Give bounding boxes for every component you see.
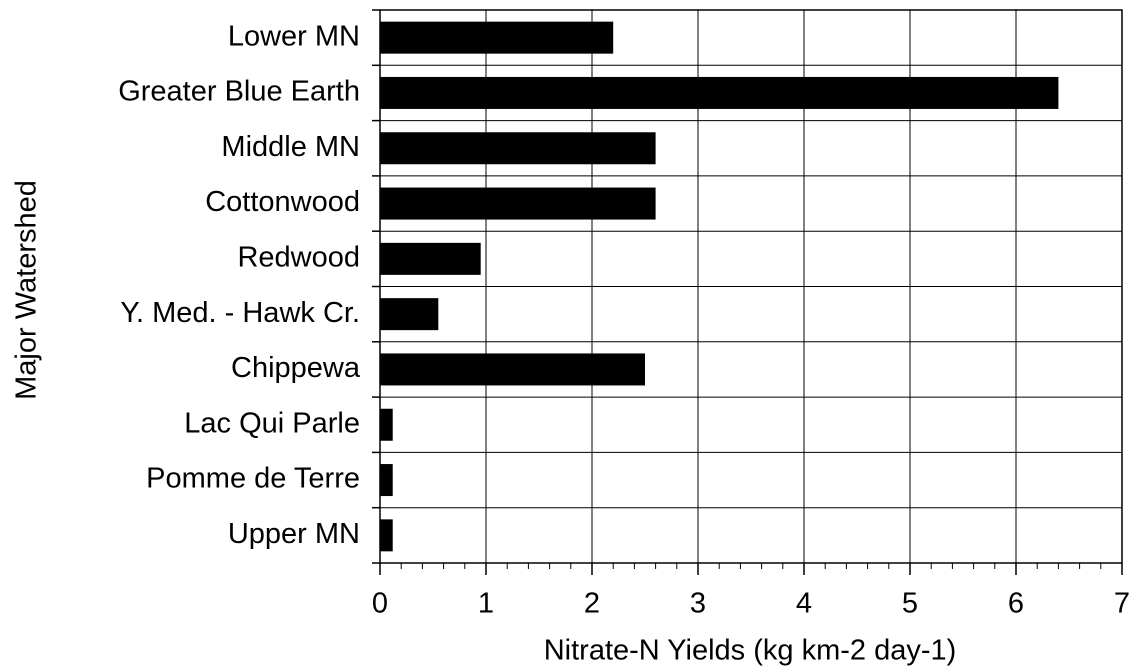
y-tick-label: Y. Med. - Hawk Cr. xyxy=(120,297,360,329)
y-tick-label: Pomme de Terre xyxy=(146,463,360,495)
x-tick-label: 6 xyxy=(1008,588,1024,620)
x-tick-label: 3 xyxy=(690,588,706,620)
bar xyxy=(380,21,614,54)
bar xyxy=(380,187,656,220)
bar xyxy=(380,132,656,165)
y-tick-label: Middle MN xyxy=(221,131,360,163)
y-tick-label: Redwood xyxy=(237,242,360,274)
x-tick-label: 7 xyxy=(1114,588,1130,620)
plot-frame xyxy=(379,9,1123,564)
y-tick-label: Greater Blue Earth xyxy=(118,76,360,108)
bar xyxy=(380,242,481,275)
bar xyxy=(380,408,393,441)
y-tick-label: Lac Qui Parle xyxy=(184,407,360,439)
bar xyxy=(380,519,393,552)
x-tick-label: 5 xyxy=(902,588,918,620)
bar xyxy=(380,76,1059,109)
bar xyxy=(380,298,439,331)
y-tick-label: Upper MN xyxy=(228,518,360,550)
x-tick-label: 4 xyxy=(796,588,812,620)
y-tick-label: Cottonwood xyxy=(205,186,360,218)
y-axis-label: Major Watershed xyxy=(11,180,43,400)
x-tick-label: 1 xyxy=(478,588,494,620)
bar xyxy=(380,353,645,386)
x-axis-label: Nitrate-N Yields (kg km-2 day-1) xyxy=(544,635,957,667)
y-tick-label: Lower MN xyxy=(228,20,360,52)
x-tick-label: 0 xyxy=(372,588,388,620)
x-tick-label: 2 xyxy=(584,588,600,620)
y-tick-label: Chippewa xyxy=(231,352,361,384)
bar xyxy=(380,464,393,497)
